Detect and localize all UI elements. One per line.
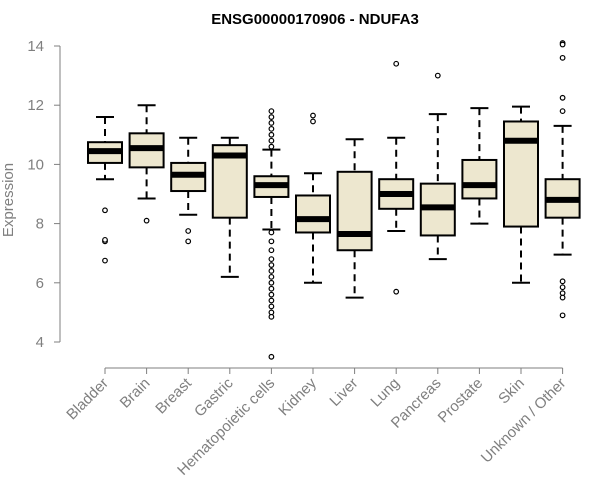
outlier-point	[559, 108, 566, 115]
boxes-group	[87, 40, 581, 360]
outlier-point	[268, 114, 275, 120]
outlier-point	[268, 137, 275, 144]
outlier-point	[268, 229, 275, 236]
outlier-point	[268, 303, 275, 310]
y-tick-label: 14	[27, 38, 44, 55]
x-tick-label: Bladder	[63, 375, 112, 424]
y-tick-label: 12	[27, 97, 44, 114]
box-rect	[503, 120, 539, 228]
outlier-point	[102, 207, 108, 214]
outlier-point	[268, 120, 275, 126]
box-item	[378, 60, 415, 295]
outlier-point	[310, 118, 316, 125]
box-item	[336, 138, 373, 299]
outlier-point	[559, 312, 566, 319]
outlier-point	[268, 256, 275, 263]
box-item	[170, 136, 207, 245]
y-tick-label: 6	[36, 275, 44, 292]
outlier-point	[434, 72, 441, 79]
outlier-point	[268, 238, 275, 245]
x-tick-label: Liver	[326, 375, 361, 410]
outlier-point	[268, 279, 275, 286]
box-rect	[336, 170, 373, 252]
outlier-point	[559, 278, 566, 285]
x-tick-label: Prostate	[435, 375, 487, 427]
outlier-point	[268, 108, 275, 115]
outlier-point	[268, 285, 275, 292]
outlier-point	[102, 257, 108, 264]
outlier-point	[268, 297, 275, 304]
outlier-point	[559, 54, 566, 61]
box-item	[419, 72, 456, 261]
outlier-point	[393, 60, 400, 67]
outlier-point	[102, 236, 108, 243]
outlier-point	[185, 228, 192, 234]
outlier-point	[559, 284, 566, 291]
box-item	[295, 112, 331, 284]
x-tick-label: Breast	[152, 374, 195, 417]
outlier-point	[268, 291, 275, 298]
outlier-point	[559, 294, 566, 301]
outlier-point	[559, 94, 566, 101]
outlier-point	[185, 238, 192, 245]
outlier-point	[268, 247, 275, 254]
box-rect	[295, 194, 331, 234]
outlier-point	[268, 125, 275, 132]
x-tick-label: Lung	[367, 375, 403, 411]
box-item	[544, 40, 581, 319]
outlier-point	[393, 288, 400, 295]
outlier-point	[268, 268, 275, 274]
outlier-point	[268, 353, 275, 360]
y-tick-label: 10	[27, 156, 44, 173]
box-item	[128, 104, 165, 224]
box-item	[503, 105, 539, 284]
outlier-point	[268, 313, 275, 320]
outlier-point	[268, 273, 275, 280]
y-axis-title: Expression	[0, 163, 17, 237]
outlier-point	[559, 41, 566, 48]
box-item	[461, 107, 498, 225]
box-item	[211, 136, 248, 278]
outlier-point	[268, 143, 275, 150]
box-rect	[461, 158, 498, 200]
x-tick-label: Brain	[117, 375, 154, 412]
box-item	[253, 108, 290, 360]
outlier-point	[268, 262, 275, 268]
chart-title: ENSG00000170906 - NDUFA3	[211, 11, 419, 28]
outlier-point	[143, 217, 150, 224]
x-tick-label: Skin	[495, 375, 528, 408]
box-item	[87, 116, 123, 264]
outlier-point	[310, 112, 316, 119]
y-tick-label: 4	[36, 334, 44, 351]
y-tick-label: 8	[36, 216, 44, 233]
y-axis: 4 6 8 10 12 14	[27, 38, 61, 351]
outlier-point	[268, 131, 275, 138]
x-tick-label: Kidney	[275, 374, 320, 419]
